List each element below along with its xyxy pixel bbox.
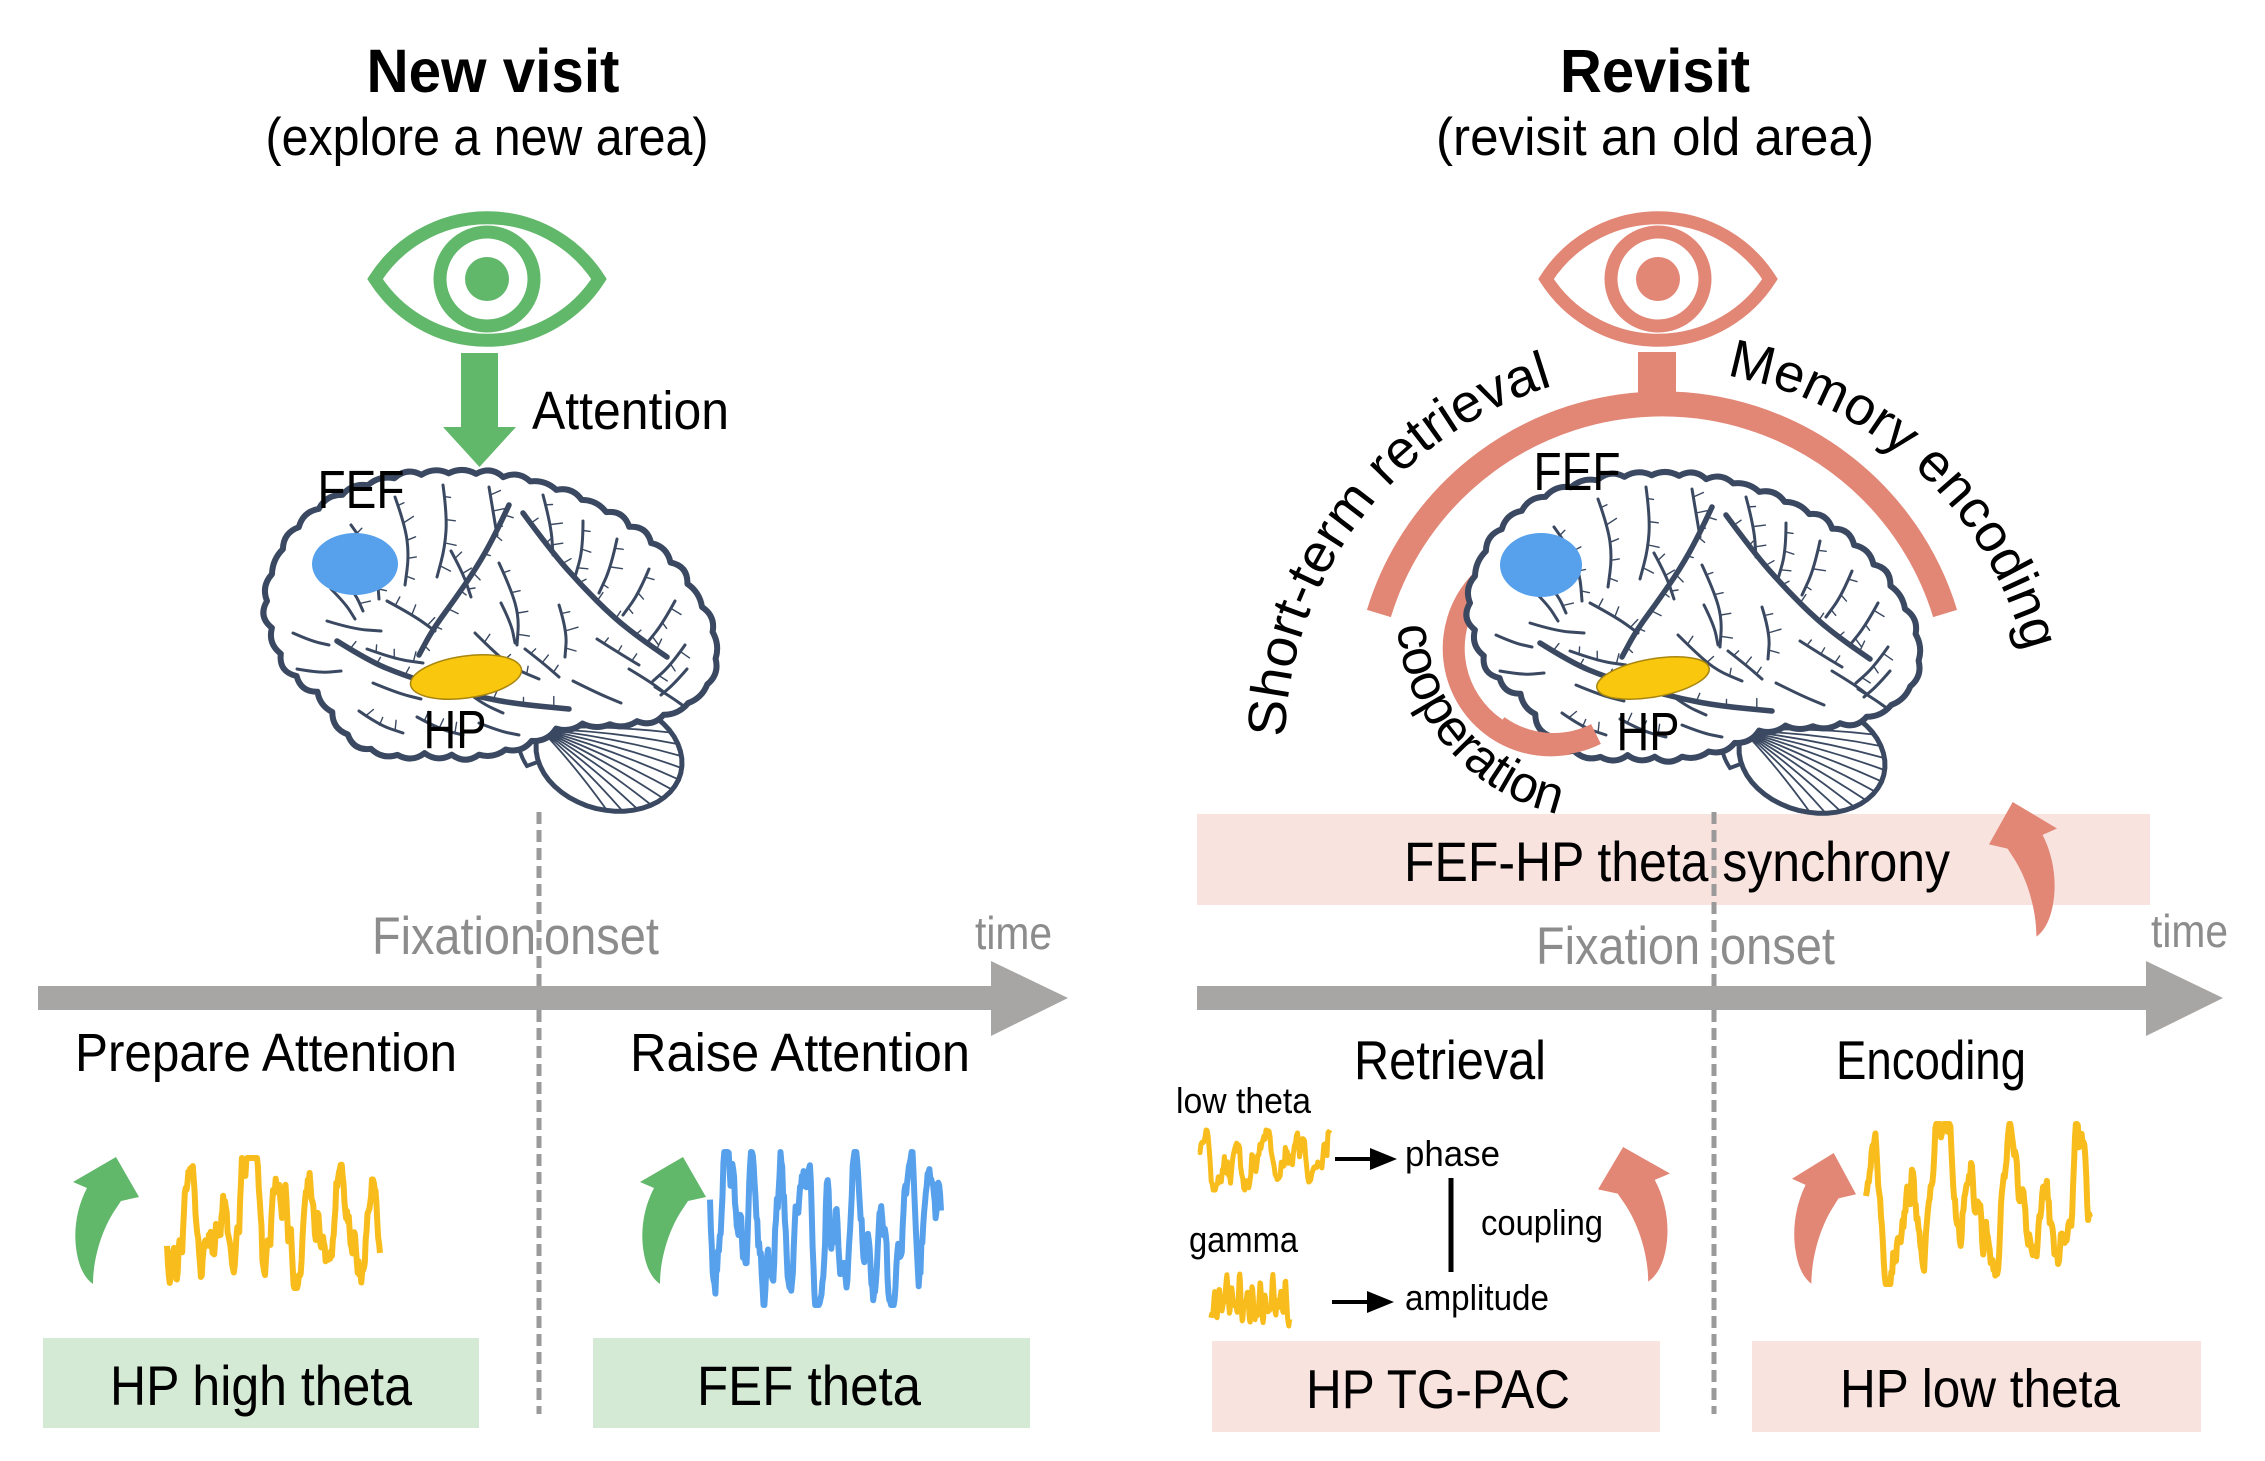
svg-text:New visit: New visit <box>367 37 620 105</box>
svg-text:amplitude: amplitude <box>1405 1277 1549 1318</box>
svg-text:time: time <box>2151 905 2228 957</box>
svg-text:Prepare Attention: Prepare Attention <box>75 1023 457 1083</box>
svg-text:Attention: Attention <box>532 381 729 441</box>
svg-text:onset: onset <box>1720 917 1835 976</box>
svg-text:Raise Attention: Raise Attention <box>630 1023 970 1083</box>
svg-text:Encoding: Encoding <box>1836 1029 2026 1091</box>
svg-text:HP: HP <box>424 700 487 760</box>
svg-text:Fixation: Fixation <box>1536 917 1700 976</box>
svg-text:coupling: coupling <box>1481 1202 1603 1243</box>
svg-text:(explore a new area): (explore a new area) <box>266 108 709 167</box>
svg-text:HP high theta: HP high theta <box>110 1354 413 1417</box>
svg-text:phase: phase <box>1405 1133 1500 1174</box>
svg-text:Fixation: Fixation <box>372 907 536 966</box>
svg-text:HP low theta: HP low theta <box>1840 1359 2121 1419</box>
svg-text:low theta: low theta <box>1176 1080 1312 1121</box>
svg-text:(revisit an old area): (revisit an old area) <box>1436 108 1874 167</box>
svg-text:FEF: FEF <box>1534 442 1621 502</box>
svg-text:FEF theta: FEF theta <box>697 1354 922 1417</box>
svg-text:FEF: FEF <box>318 460 405 520</box>
svg-text:HP TG-PAC: HP TG-PAC <box>1306 1358 1570 1420</box>
svg-text:time: time <box>975 907 1052 959</box>
svg-text:Revisit: Revisit <box>1560 37 1750 105</box>
svg-text:Retrieval: Retrieval <box>1354 1029 1546 1091</box>
svg-text:gamma: gamma <box>1189 1219 1299 1260</box>
svg-text:FEF-HP theta synchrony: FEF-HP theta synchrony <box>1404 830 1950 893</box>
svg-text:onset: onset <box>544 907 659 966</box>
svg-text:HP: HP <box>1617 702 1680 762</box>
